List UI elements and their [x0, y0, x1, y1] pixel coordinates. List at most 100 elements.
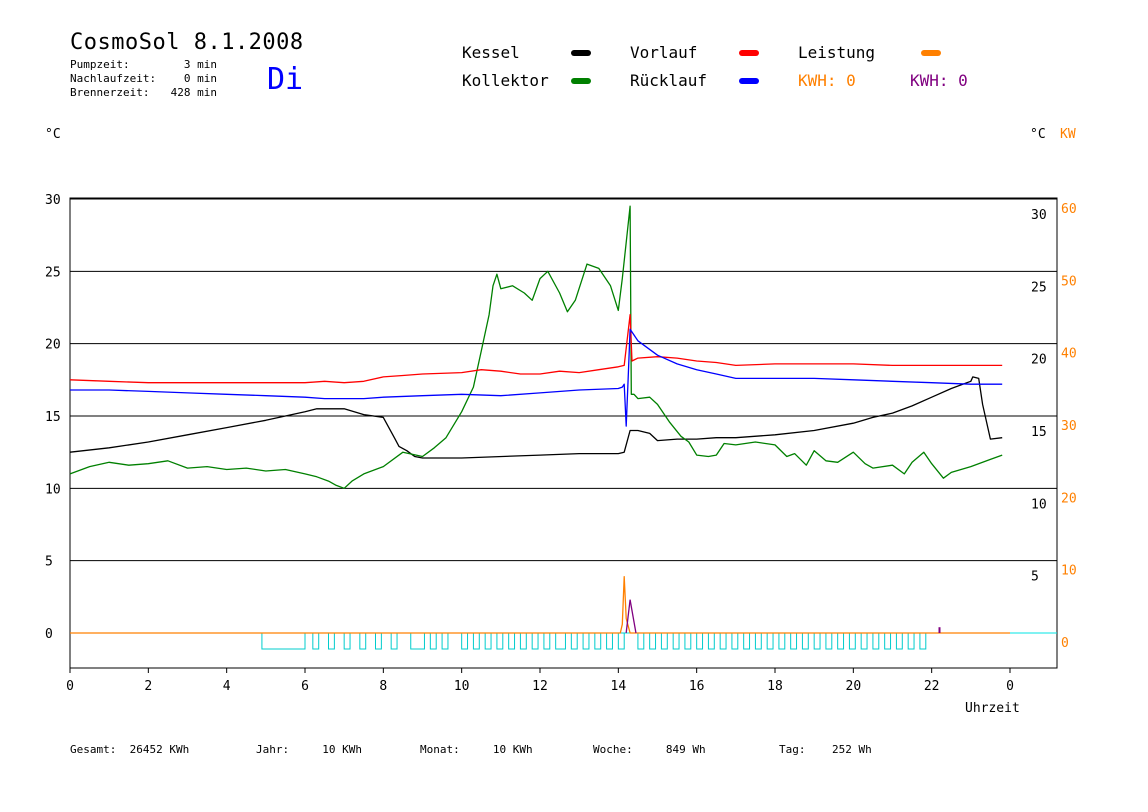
burner-pulse [919, 632, 927, 650]
kwh-leistung: KWH: 0 [798, 71, 856, 90]
footer-tag: Tag: 252 Wh [779, 743, 872, 756]
y-tick-label-kw: 20 [1061, 491, 1077, 506]
burner-pulse [312, 632, 320, 650]
burner-pulse [429, 632, 437, 650]
x-tick-label: 0 [1006, 679, 1014, 694]
weekday-label: Di [267, 62, 304, 97]
y-tick-label-kw: 30 [1061, 419, 1077, 434]
x-tick-label: 2 [144, 679, 152, 694]
burner-pulse [375, 632, 382, 650]
purple-spike [629, 599, 637, 634]
left-axis-unit: °C [45, 127, 61, 142]
y-tick-label: 5 [45, 555, 53, 570]
burner-pulse [606, 632, 613, 650]
burner-pulse [790, 632, 798, 650]
y-tick-label-kw: 0 [1061, 636, 1069, 651]
x-tick-label: 4 [223, 679, 231, 694]
y-tick-label-kw: 50 [1061, 274, 1077, 289]
y-tick-label-kw: 40 [1061, 347, 1077, 362]
stat-row: Nachlaufzeit: [70, 72, 157, 85]
burner-pulse [660, 632, 668, 650]
burner-pulse [594, 632, 602, 650]
burner-pulse [582, 632, 590, 650]
purple-spike [625, 599, 631, 634]
y-tick-label-right: 5 [1031, 570, 1039, 585]
burner-pulse [719, 632, 727, 650]
footer-gesamt: Gesamt: 26452 KWh [70, 743, 190, 756]
x-tick-label: 22 [924, 679, 940, 694]
x-tick-label: 18 [767, 679, 783, 694]
burner-pulse [696, 632, 704, 650]
burner-pulse [707, 632, 715, 650]
y-tick-label-right: 20 [1031, 353, 1047, 368]
legend-swatch-ruecklauf [739, 78, 759, 84]
burner-pulse [441, 632, 449, 650]
burner-pulse [461, 632, 469, 650]
burner-pulse [884, 632, 892, 650]
stat-value: 428 min [170, 86, 217, 99]
legend-label-kollektor: Kollektor [462, 71, 549, 90]
burner-pulse [555, 632, 566, 650]
burner-pulse [390, 632, 398, 650]
burner-pulse [484, 632, 492, 650]
burner-pulse [837, 632, 845, 650]
burner-pulse [907, 632, 915, 650]
y-tick-label: 0 [45, 627, 53, 642]
burner-pulse [261, 632, 306, 650]
burner-pulse [801, 632, 809, 650]
legend-swatch-kessel [571, 50, 591, 56]
y-tick-label-right: 30 [1031, 208, 1047, 223]
legend-label-ruecklauf: Rücklauf [630, 71, 708, 90]
legend-swatch-vorlauf [739, 50, 759, 56]
y-tick-label: 20 [45, 338, 61, 353]
y-tick-label-kw: 60 [1061, 202, 1077, 217]
legend-swatch-kollektor [571, 78, 591, 84]
series-line-rücklauf [70, 328, 1003, 427]
y-tick-label-right: 10 [1031, 497, 1047, 512]
stat-row: Pumpzeit: [70, 58, 130, 71]
series-line-vorlauf [69, 314, 1003, 384]
burner-pulse [848, 632, 856, 650]
footer-jahr: Jahr: 10 KWh [256, 743, 362, 756]
burner-pulse [637, 632, 645, 650]
x-axis-label: Uhrzeit [965, 701, 1020, 716]
x-tick-label: 8 [379, 679, 387, 694]
series-line-kollektor [69, 205, 1003, 489]
burner-pulse [895, 632, 903, 650]
right-axis-unit-kw: KW [1060, 127, 1076, 142]
series-line-kessel [69, 376, 1003, 459]
burner-pulse [813, 632, 821, 650]
series-line-leistung [70, 575, 1010, 634]
y-tick-label-kw: 10 [1061, 564, 1077, 579]
x-tick-label: 20 [846, 679, 862, 694]
burner-pulse [743, 632, 751, 650]
burner-pulse [672, 632, 680, 650]
burner-pulse [825, 632, 833, 650]
y-tick-label: 30 [45, 193, 61, 208]
burner-pulse [860, 632, 868, 650]
legend-label-leistung: Leistung [798, 43, 876, 62]
stat-row: Brennerzeit: [70, 86, 150, 99]
legend-label-kessel: Kessel [462, 43, 520, 62]
footer-monat: Monat: 10 KWh [420, 743, 533, 756]
x-tick-label: 16 [689, 679, 705, 694]
burner-pulse [343, 632, 351, 650]
burner-pulse [531, 632, 539, 650]
burner-pulse [570, 632, 578, 650]
burner-pulse [496, 632, 504, 650]
stat-value: 0 min [183, 72, 217, 85]
burner-pulse [778, 632, 786, 650]
burner-pulse [754, 632, 762, 650]
burner-pulse [684, 632, 692, 650]
y-tick-label-right: 25 [1031, 280, 1047, 295]
page-title: CosmoSol 8.1.2008 [70, 30, 304, 55]
y-tick-label: 25 [45, 265, 61, 280]
x-tick-label: 0 [66, 679, 74, 694]
burner-pulse [731, 632, 739, 650]
legend-label-vorlauf: Vorlauf [630, 43, 698, 62]
burner-pulse [766, 632, 774, 650]
burner-pulse [649, 632, 657, 650]
burner-pulse [543, 632, 551, 650]
burner-pulse [328, 632, 335, 650]
